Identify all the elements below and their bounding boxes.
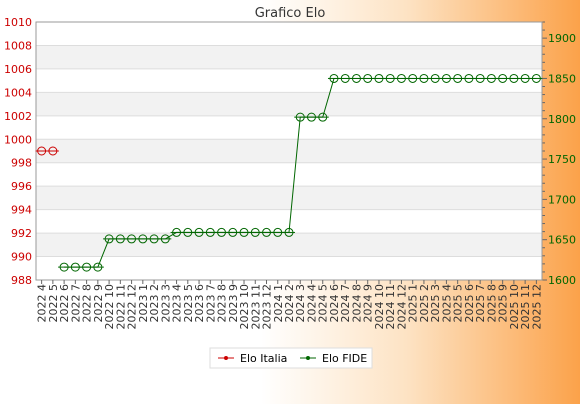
grid-band [36, 139, 542, 163]
x-tick-label: 2025 2 [418, 284, 431, 323]
grid-band [36, 186, 542, 210]
x-tick-label: 2024 5 [317, 284, 330, 323]
legend-label: Elo FIDE [322, 352, 367, 365]
x-tick-label: 2023 9 [227, 284, 240, 323]
y-right-tick-label: 1600 [548, 274, 576, 287]
x-tick-label: 2025 10 [508, 284, 521, 330]
y-left-tick-label: 992 [11, 227, 32, 240]
legend-swatch-marker [306, 356, 310, 360]
x-tick-label: 2024 3 [294, 284, 307, 323]
x-tick-label: 2023 11 [249, 284, 262, 330]
x-tick-label: 2024 1 [272, 284, 285, 323]
x-tick-label: 2025 1 [407, 284, 420, 323]
legend-label: Elo Italia [240, 352, 287, 365]
x-tick-label: 2025 3 [429, 284, 442, 323]
x-tick-label: 2025 5 [452, 284, 465, 323]
y-left-tick-label: 994 [11, 204, 32, 217]
x-tick-label: 2023 5 [182, 284, 195, 323]
x-tick-label: 2022 11 [114, 284, 127, 330]
y-left-tick-label: 1010 [4, 16, 32, 29]
x-tick-label: 2025 12 [530, 284, 543, 330]
y-left-tick-label: 988 [11, 274, 32, 287]
x-tick-label: 2023 3 [159, 284, 172, 323]
x-tick-label: 2022 12 [126, 284, 139, 330]
x-tick-label: 2025 6 [463, 284, 476, 323]
plot-area: 988 990 992 994 996 998 1000 1002 1004 1006 1008 10… [4, 16, 576, 330]
x-tick-label: 2024 10 [373, 284, 386, 330]
x-tick-label: 2024 4 [305, 284, 318, 323]
x-tick-label: 2024 2 [283, 284, 296, 323]
y-right-tick-label: 1850 [548, 72, 576, 85]
x-tick-label: 2025 8 [485, 284, 498, 323]
legend-swatch-marker [224, 356, 228, 360]
x-tick-label: 2025 9 [497, 284, 510, 323]
x-tick-label: 2025 11 [519, 284, 532, 330]
y-right-tick-label: 1900 [548, 32, 576, 45]
x-tick-label: 2023 7 [204, 284, 217, 323]
grid-band [36, 92, 542, 116]
x-tick-label: 2025 4 [440, 284, 453, 323]
x-tick-label: 2022 6 [58, 284, 71, 323]
y-left-tick-label: 1004 [4, 86, 32, 99]
x-tick-label: 2024 11 [384, 284, 397, 330]
x-tick-label: 2023 1 [137, 284, 150, 323]
x-tick-label: 2022 5 [47, 284, 60, 323]
x-tick-label: 2024 8 [350, 284, 363, 323]
x-tick-label: 2022 7 [69, 284, 82, 323]
legend-box [209, 347, 373, 369]
x-tick-label: 2023 8 [216, 284, 229, 323]
y-right-tick-label: 1800 [548, 113, 576, 126]
y-left-tick-label: 1006 [4, 63, 32, 76]
y-right-tick-label: 1650 [548, 234, 576, 247]
x-tick-label: 2023 12 [261, 284, 274, 330]
x-tick-label: 2025 7 [474, 284, 487, 323]
x-tick-label: 2022 9 [92, 284, 105, 323]
x-tick-label: 2022 4 [36, 284, 49, 323]
chart-title: Grafico Elo [255, 6, 326, 21]
x-tick-label: 2023 2 [148, 284, 161, 323]
y-right-tick-label: 1750 [548, 153, 576, 166]
y-left-tick-label: 998 [11, 157, 32, 170]
x-tick-label: 2023 10 [238, 284, 251, 330]
x-tick-label: 2024 12 [395, 284, 408, 330]
y-left-tick-label: 990 [11, 251, 32, 264]
x-tick-label: 2022 10 [103, 284, 116, 330]
y-right-tick-label: 1700 [548, 193, 576, 206]
x-tick-label: 2024 6 [328, 284, 341, 323]
y-left-tick-label: 1002 [4, 110, 32, 123]
x-tick-label: 2023 4 [171, 284, 184, 323]
x-tick-label: 2024 7 [339, 284, 352, 323]
x-tick-label: 2023 6 [193, 284, 206, 323]
y-left-tick-label: 996 [11, 180, 32, 193]
y-left-tick-label: 1000 [4, 133, 32, 146]
y-left-tick-label: 1008 [4, 39, 32, 52]
x-tick-label: 2024 9 [362, 284, 375, 323]
legend: Elo Italia Elo FIDE [209, 347, 373, 369]
grid-band [36, 45, 542, 69]
x-tick-label: 2022 8 [81, 284, 94, 323]
